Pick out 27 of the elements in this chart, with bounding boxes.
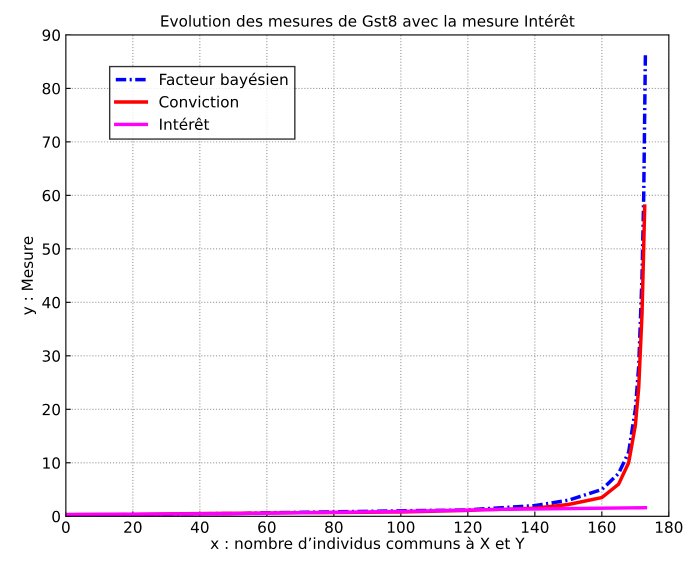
x-tick-label: 120 [454, 521, 482, 533]
chart-title: Evolution des mesures de Gst8 avec la mesure Intérêt [161, 14, 574, 27]
y-tick-label: 70 [42, 136, 60, 148]
x-tick-label: 80 [325, 521, 343, 533]
x-tick-label: 180 [656, 521, 682, 533]
line-series [66, 506, 648, 516]
legend-label: Facteur bayésien [160, 72, 288, 88]
y-tick-label: 10 [43, 457, 60, 469]
y-tick-label: 20 [42, 404, 60, 416]
y-tick-label: 80 [42, 82, 60, 94]
x-axis-title: x : nombre d’individus communs à X et Y [210, 536, 525, 550]
x-tick-label: 60 [258, 521, 276, 533]
legend-label: Intérêt [160, 118, 210, 130]
y-tick-label: 90 [42, 29, 60, 41]
x-tick-label: 0 [62, 521, 70, 533]
y-axis-title: y : Mesure [22, 236, 36, 315]
y-tick-label: 60 [42, 190, 60, 202]
legend-label: Conviction [159, 96, 238, 108]
x-tick-label: 140 [522, 521, 548, 533]
y-tick-label: 0 [52, 510, 60, 522]
y-tick-label: 40 [42, 296, 60, 308]
y-tick-label: 30 [42, 350, 60, 362]
x-tick-label: 100 [388, 521, 414, 533]
y-tick-label: 50 [42, 243, 60, 255]
x-tick-label: 40 [190, 521, 209, 533]
x-tick-label: 160 [588, 521, 616, 533]
x-tick-label: 20 [124, 521, 142, 533]
